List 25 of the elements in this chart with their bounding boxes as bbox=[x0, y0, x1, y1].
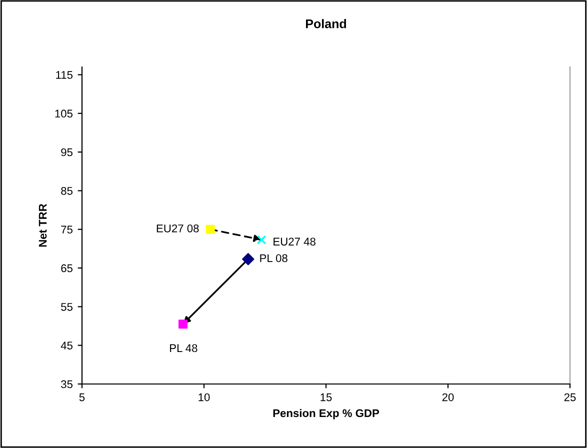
x-tick-label: 15 bbox=[320, 393, 332, 402]
y-tick-label: 55 bbox=[61, 303, 73, 311]
chart-title: Poland bbox=[306, 19, 346, 28]
x-tick-label: 25 bbox=[564, 393, 576, 402]
point bbox=[256, 235, 266, 245]
y-tick-label: 115 bbox=[56, 71, 73, 79]
y-tick-label: 95 bbox=[61, 148, 73, 156]
y-tick-label: 105 bbox=[55, 110, 73, 118]
y-tick-label: 85 bbox=[61, 186, 73, 195]
y-tick-label: 35 bbox=[61, 380, 73, 388]
y-tick-label: 75 bbox=[61, 226, 73, 234]
y-axis-title: Net TRR bbox=[38, 204, 47, 247]
annotation: PL 48 bbox=[170, 344, 198, 352]
point bbox=[178, 320, 188, 329]
y-tick-label: 65 bbox=[61, 264, 73, 272]
point bbox=[242, 253, 254, 266]
x-tick-label: 20 bbox=[442, 393, 454, 402]
annotation: PL 08 bbox=[260, 254, 288, 262]
y-tick-label: 45 bbox=[60, 342, 73, 350]
point bbox=[206, 224, 215, 234]
x-axis-title: Pension Exp % GDP bbox=[273, 408, 380, 420]
x-tick-label: 10 bbox=[198, 393, 210, 402]
annotation: EU27 08 bbox=[156, 224, 199, 232]
x-tick-label: 5 bbox=[79, 393, 85, 402]
annotation: EU27 48 bbox=[274, 238, 316, 246]
